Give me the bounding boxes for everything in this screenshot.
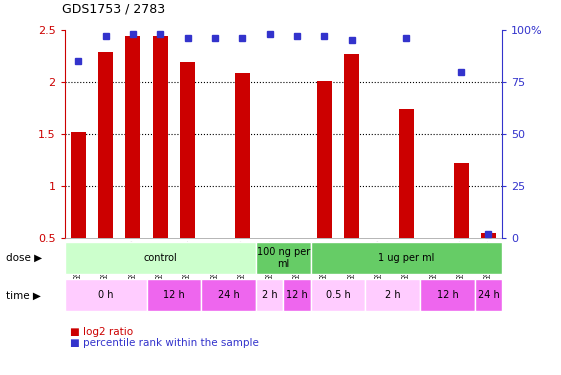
Bar [201, 279, 256, 311]
Bar [71, 132, 86, 238]
Bar [153, 36, 168, 238]
Text: 12 h: 12 h [436, 290, 458, 300]
Bar [256, 279, 283, 311]
Bar [481, 233, 496, 238]
Bar [98, 52, 113, 238]
Bar [420, 279, 475, 311]
Bar [475, 279, 502, 311]
Text: 100 ng per
ml: 100 ng per ml [257, 247, 310, 268]
Bar [180, 62, 195, 238]
Bar [65, 279, 146, 311]
Text: 24 h: 24 h [218, 290, 240, 300]
Text: 24 h: 24 h [477, 290, 499, 300]
Text: dose ▶: dose ▶ [6, 253, 42, 263]
Text: 0.5 h: 0.5 h [325, 290, 351, 300]
Bar [453, 163, 468, 238]
Text: time ▶: time ▶ [6, 290, 40, 300]
Text: 1 ug per ml: 1 ug per ml [378, 253, 435, 263]
Text: 2 h: 2 h [262, 290, 278, 300]
Bar [311, 279, 365, 311]
Bar [234, 73, 250, 238]
Text: ■ percentile rank within the sample: ■ percentile rank within the sample [70, 338, 259, 348]
Bar [146, 279, 201, 311]
Text: GDS1753 / 2783: GDS1753 / 2783 [62, 2, 165, 15]
Bar [65, 242, 256, 274]
Text: 12 h: 12 h [163, 290, 185, 300]
Text: 2 h: 2 h [385, 290, 401, 300]
Text: 12 h: 12 h [286, 290, 308, 300]
Bar [344, 54, 359, 238]
Bar [125, 36, 140, 238]
Text: control: control [144, 253, 177, 263]
Bar [399, 109, 414, 238]
Text: ■ log2 ratio: ■ log2 ratio [70, 327, 134, 337]
Bar [365, 279, 420, 311]
Bar [256, 242, 311, 274]
Bar [311, 242, 502, 274]
Text: 0 h: 0 h [98, 290, 113, 300]
Bar [317, 81, 332, 238]
Bar [283, 279, 311, 311]
